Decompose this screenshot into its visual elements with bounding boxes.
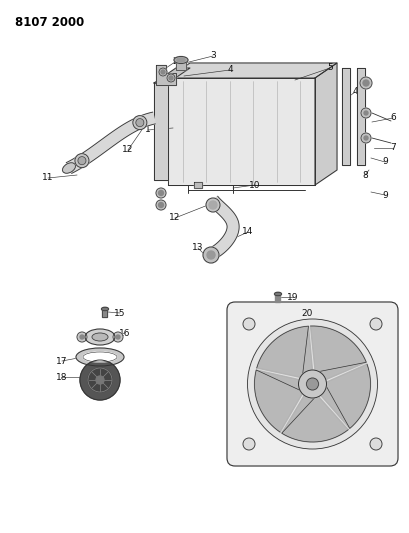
Polygon shape [175, 60, 186, 70]
Text: 9: 9 [381, 190, 387, 199]
Circle shape [369, 438, 381, 450]
Ellipse shape [101, 307, 108, 311]
Ellipse shape [173, 56, 188, 63]
Circle shape [202, 247, 218, 263]
Text: 17: 17 [56, 357, 67, 366]
Polygon shape [155, 65, 175, 85]
Circle shape [155, 200, 166, 210]
Circle shape [116, 335, 120, 339]
Circle shape [306, 378, 318, 390]
Text: 16: 16 [119, 328, 130, 337]
Text: 8107 2000: 8107 2000 [15, 15, 84, 28]
Circle shape [158, 190, 163, 196]
Circle shape [363, 136, 367, 140]
Text: 11: 11 [42, 174, 54, 182]
Circle shape [75, 154, 89, 168]
Circle shape [155, 188, 166, 198]
Circle shape [360, 108, 370, 118]
Ellipse shape [63, 163, 75, 173]
Polygon shape [154, 68, 189, 83]
Text: 4: 4 [227, 66, 232, 75]
Circle shape [166, 74, 175, 82]
Polygon shape [256, 326, 312, 378]
Polygon shape [314, 63, 336, 185]
Ellipse shape [85, 329, 115, 345]
Text: 19: 19 [287, 293, 298, 302]
Circle shape [96, 376, 104, 384]
Circle shape [243, 318, 254, 330]
Circle shape [363, 111, 367, 115]
Circle shape [362, 80, 368, 86]
Circle shape [360, 133, 370, 143]
Ellipse shape [92, 333, 108, 341]
Text: 15: 15 [114, 309, 126, 318]
Circle shape [169, 76, 173, 80]
Polygon shape [154, 83, 168, 180]
Bar [102, 309, 107, 317]
Text: 4: 4 [351, 87, 357, 96]
Ellipse shape [83, 352, 117, 362]
Polygon shape [356, 68, 364, 165]
Polygon shape [319, 364, 370, 429]
Polygon shape [254, 370, 303, 432]
Circle shape [205, 198, 220, 212]
Circle shape [77, 332, 87, 342]
Text: 12: 12 [169, 214, 180, 222]
Text: 1: 1 [145, 125, 151, 134]
Text: 5: 5 [326, 63, 332, 72]
Text: 20: 20 [301, 309, 312, 318]
Text: 12: 12 [122, 146, 133, 155]
Text: 13: 13 [192, 244, 203, 253]
Bar [193, 182, 202, 188]
Text: 2: 2 [172, 58, 178, 67]
FancyBboxPatch shape [227, 302, 397, 466]
Circle shape [369, 318, 381, 330]
Circle shape [243, 438, 254, 450]
Text: 8: 8 [361, 171, 367, 180]
Circle shape [80, 360, 120, 400]
Circle shape [161, 70, 164, 74]
Circle shape [298, 370, 326, 398]
Polygon shape [206, 196, 238, 261]
Polygon shape [168, 63, 336, 78]
Ellipse shape [274, 292, 281, 296]
Text: 18: 18 [56, 373, 67, 382]
Circle shape [113, 332, 123, 342]
Text: 3: 3 [210, 52, 216, 61]
Circle shape [135, 119, 144, 127]
Text: 10: 10 [249, 181, 260, 190]
Text: 9: 9 [381, 157, 387, 166]
Circle shape [88, 368, 112, 392]
Circle shape [159, 68, 166, 76]
Circle shape [78, 157, 86, 165]
Polygon shape [341, 68, 349, 165]
Bar [275, 294, 280, 302]
Circle shape [359, 77, 371, 89]
Circle shape [80, 335, 84, 339]
Circle shape [207, 251, 214, 259]
Text: 6: 6 [389, 114, 395, 123]
Ellipse shape [76, 348, 124, 366]
Circle shape [209, 201, 216, 209]
Polygon shape [66, 112, 155, 173]
Circle shape [133, 116, 146, 130]
Text: 7: 7 [389, 143, 395, 152]
Circle shape [247, 319, 377, 449]
Text: 14: 14 [242, 228, 253, 237]
Circle shape [158, 203, 163, 207]
Polygon shape [168, 78, 314, 185]
Ellipse shape [177, 58, 184, 62]
Polygon shape [281, 393, 347, 442]
Polygon shape [310, 326, 365, 381]
